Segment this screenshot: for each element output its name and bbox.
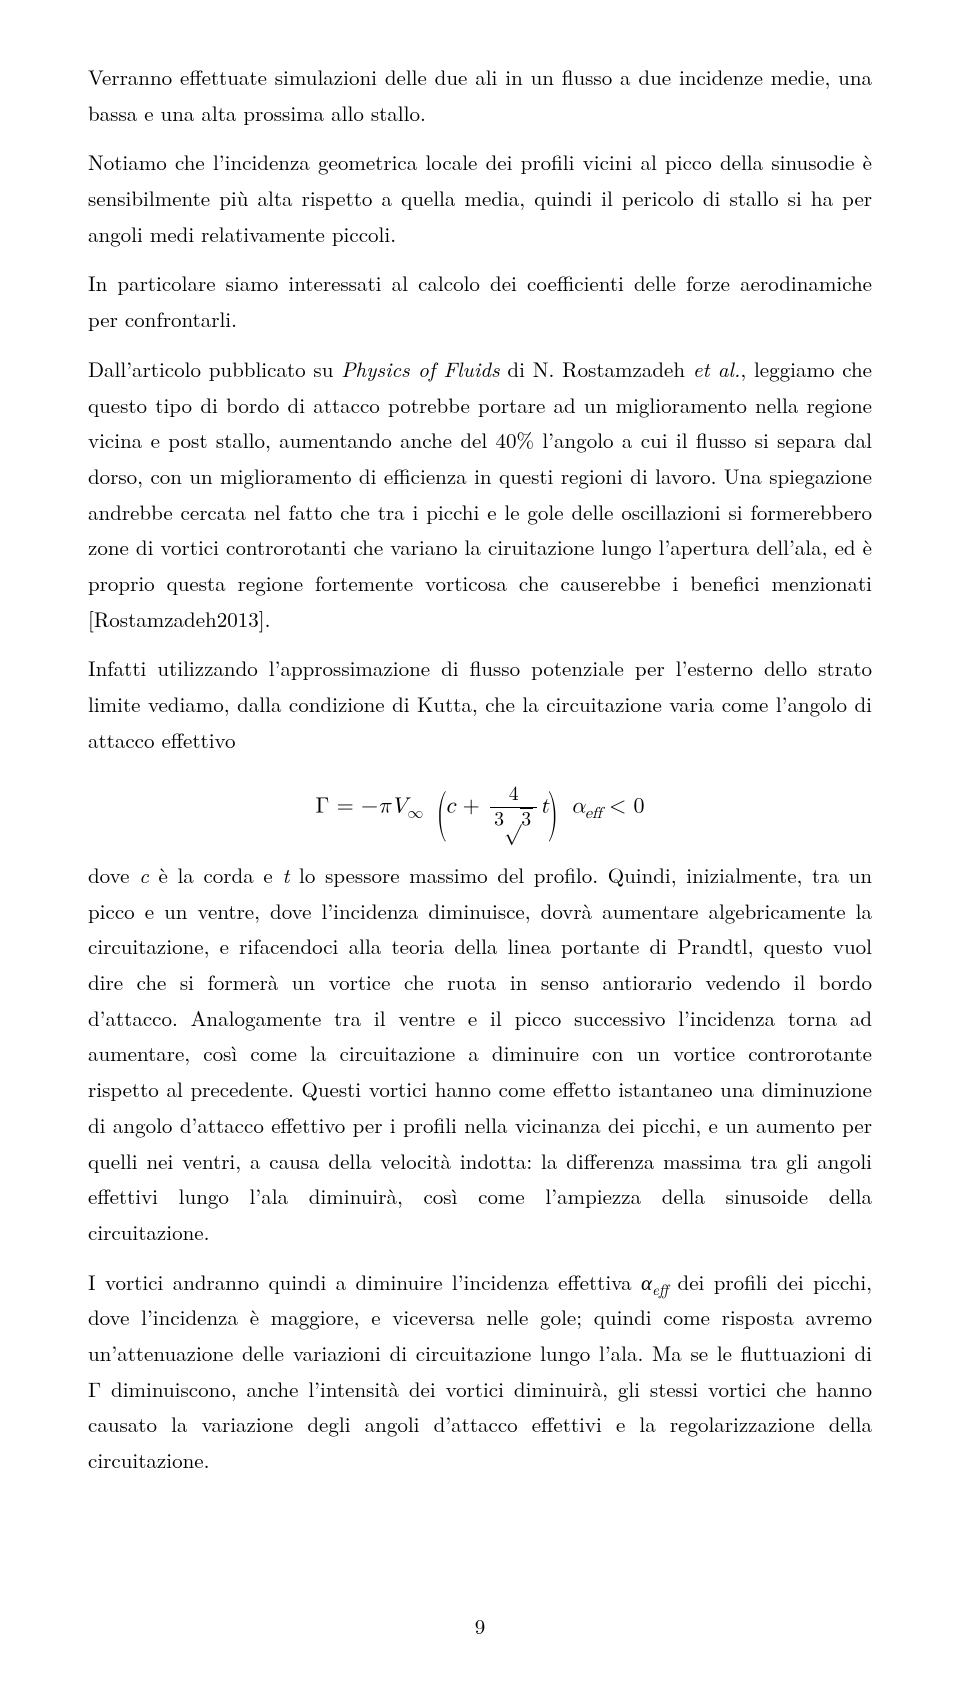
den-coef: 3 [494,809,504,829]
fraction: 43√3 [490,784,537,832]
plus: + [455,796,487,818]
equals: = [329,796,361,818]
inline-alpha: α [641,1267,652,1297]
p4-pre: Dall’articolo pubblicato su [88,354,341,384]
radical-icon: √ [504,809,521,830]
p4-post: , leggiamo che questo tipo di bordo di a… [88,354,872,634]
symbol-V: V [391,796,408,818]
p6-pre: dove [88,860,139,890]
paragraph-2: Notiamo che l’incidenza geometrica local… [88,145,872,252]
et-al: et al. [693,354,741,384]
journal-name: Physics of Fluids [341,354,499,384]
inline-alpha-sub: eff [652,1279,668,1300]
p6-mid1: è la corda e [149,860,283,890]
p7-post: dei profili dei picchi, dove l’incidenza… [88,1267,872,1475]
paragraph-1: Verranno effettuate simulazioni delle du… [88,60,872,131]
p4-mid: di N. Rostamzadeh [500,354,693,384]
minus: − [361,796,378,818]
sqrt-arg: 3 [520,808,533,829]
less-than-zero: < 0 [602,796,645,818]
paragraph-7: I vortici andranno quindi a diminuire l’… [88,1265,872,1479]
fraction-numerator: 4 [490,784,537,808]
paragraph-6: dove c è la corda e t lo spessore massim… [88,858,872,1251]
infinity-subscript: ∞ [408,806,424,822]
symbol-pi: π [378,796,391,818]
symbol-alpha: α [571,796,585,818]
p6-post: lo spessore massimo del profilo. Quindi,… [88,860,872,1247]
p7-pre: I vortici andranno quindi a diminuire l’… [88,1267,641,1297]
paragraph-4: Dall’articolo pubblicato su Physics of F… [88,352,872,638]
symbol-gamma: Γ [316,796,330,818]
inline-c: c [139,860,149,890]
fraction-denominator: 3√3 [490,808,537,832]
equation-circulation: Γ = −πV∞ (c + 43√3t) αeff < 0 [88,784,872,832]
sqrt: √3 [504,809,533,832]
paragraph-5: Infatti utilizzando l’approssimazione di… [88,651,872,758]
page-number: 9 [0,1611,960,1641]
alpha-subscript: eff [585,806,602,822]
paragraph-3: In particolare siamo interessati al calc… [88,266,872,337]
